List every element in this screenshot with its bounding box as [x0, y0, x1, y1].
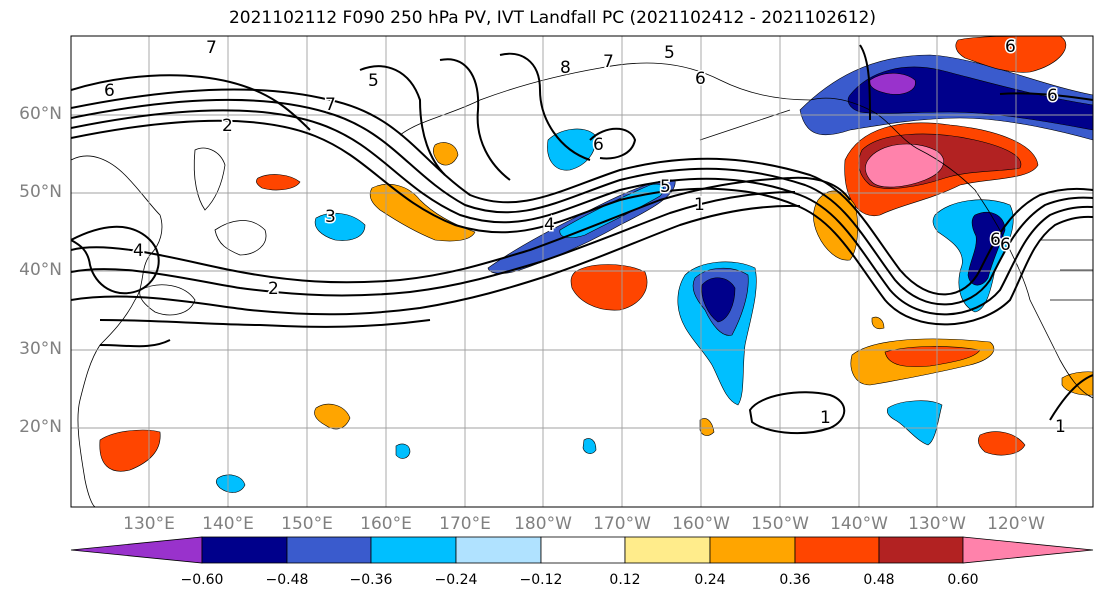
contour-label: 3 [325, 207, 336, 227]
colorbar-segment [540, 536, 626, 564]
colorbar [70, 536, 1094, 564]
colorbar-tick-label: 0.36 [779, 572, 811, 588]
colorbar-tick-label: 0.48 [863, 572, 895, 588]
colorbar-segment [370, 536, 457, 564]
lon-label: 180°W [514, 514, 572, 534]
lon-label: 170°E [439, 514, 491, 534]
lat-label: 50°N [19, 182, 62, 202]
colorbar-segment [709, 536, 796, 564]
lat-label: 30°N [19, 339, 62, 359]
positive-anomaly-178w [433, 142, 459, 166]
filled-anomalies [99, 36, 1093, 493]
colorbar-tick-label: 0.24 [694, 572, 726, 588]
contour-label: 5 [368, 71, 379, 91]
colorbar-segment [201, 536, 288, 564]
contour-label: 8 [560, 58, 571, 78]
colorbar-segment [878, 536, 964, 564]
positive-anomaly-subtropical [570, 264, 648, 311]
colorbar-extend-min [70, 536, 203, 564]
contour-label: 6 [1000, 235, 1011, 255]
contour-label: 1 [694, 195, 705, 215]
colorbar-tick-label: −0.24 [434, 572, 478, 588]
contour-label: 7 [206, 38, 217, 58]
lon-label: 130°W [908, 514, 966, 534]
negative-anomaly-central-peak [701, 277, 736, 323]
lat-label: 40°N [19, 260, 62, 280]
pv-contours [71, 44, 1093, 435]
contour-label: 2 [222, 116, 233, 136]
positive-anomaly-japan-east [256, 174, 301, 191]
lon-label: 140°W [830, 514, 888, 534]
positive-anomaly-small-2 [871, 316, 885, 330]
contour-label: 6 [990, 230, 1001, 250]
contour-label: 4 [133, 241, 144, 261]
contour-label: 1 [820, 408, 831, 428]
lon-label: 150°W [751, 514, 809, 534]
lon-label: 120°W [987, 514, 1045, 534]
negative-anomaly-135w [886, 400, 943, 446]
contour-label: 6 [1005, 37, 1016, 57]
positive-anomaly-east-core [884, 346, 981, 367]
contour-label: 6 [695, 69, 706, 89]
positive-anomaly-west-jet [369, 184, 476, 242]
lon-label: 170°W [593, 514, 651, 534]
lon-label: 130°E [123, 514, 175, 534]
plot-frame [70, 35, 1094, 508]
lon-label: 140°E [202, 514, 254, 534]
colorbar-segment [455, 536, 542, 564]
colorbar-segment [286, 536, 372, 564]
negative-anomaly-west [314, 212, 366, 241]
contour-label: 5 [660, 177, 671, 197]
positive-anomaly-gulf-peak [865, 143, 944, 188]
coastlines [71, 62, 1093, 507]
positive-anomaly-south-east [1061, 371, 1093, 396]
contour-label: 7 [603, 52, 614, 72]
positive-anomaly-165e [314, 403, 351, 430]
contour-label: 1 [1055, 417, 1066, 437]
contour-label: 6 [593, 135, 604, 155]
contour-label: 6 [1047, 86, 1058, 106]
lat-label: 60°N [19, 104, 62, 124]
negative-anomaly-140e [215, 474, 246, 493]
colorbar-tick-label: −0.60 [180, 572, 224, 588]
contour-label: 6 [104, 81, 115, 101]
colorbar-segment [794, 536, 880, 564]
colorbar-tick-label: 0.12 [609, 572, 641, 588]
colorbar-tick-label: −0.48 [265, 572, 309, 588]
lat-label: 20°N [19, 417, 62, 437]
negative-anomaly-small-1 [395, 443, 411, 459]
negative-anomaly-small-2 [582, 438, 597, 454]
contour-label: 2 [268, 279, 279, 299]
map-title: 2021102112 F090 250 hPa PV, IVT Landfall… [228, 8, 876, 28]
positive-anomaly-baja [978, 431, 1026, 456]
positive-anomaly-small-1 [699, 418, 715, 436]
colorbar-segment [624, 536, 711, 564]
colorbar-extend-max [962, 536, 1094, 564]
colorbar-tick-label: −0.36 [349, 572, 393, 588]
contour-label: 4 [544, 215, 555, 235]
contour-labels: 7 6 2 7 5 8 7 6 5 6 6 5 4 1 3 4 2 1 6 1 … [103, 36, 1068, 439]
lon-label: 150°E [281, 514, 333, 534]
colorbar-tick-label: −0.12 [519, 572, 563, 588]
negative-anomaly-alaska-peak [869, 72, 916, 95]
colorbar-tick-label: 0.60 [947, 572, 979, 588]
contour-label: 5 [664, 43, 675, 63]
lon-label: 160°W [672, 514, 730, 534]
contour-label: 7 [325, 95, 336, 115]
positive-anomaly-south-china [99, 429, 161, 472]
lon-label: 160°E [360, 514, 412, 534]
